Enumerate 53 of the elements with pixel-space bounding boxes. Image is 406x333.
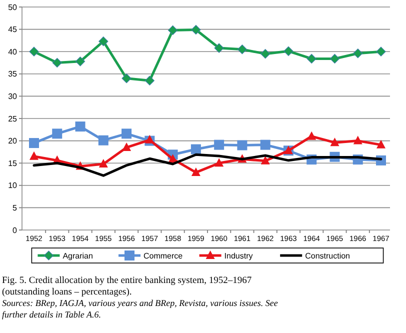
- point: [237, 44, 247, 54]
- point: [122, 128, 132, 139]
- point: [260, 156, 270, 164]
- point: [29, 138, 39, 148]
- y-tick-label: 30: [8, 92, 18, 101]
- point: [98, 135, 108, 146]
- y-tick-label: 50: [8, 2, 18, 12]
- y-tick-label: 15: [8, 158, 18, 168]
- point: [284, 46, 294, 56]
- point: [145, 134, 154, 144]
- text: Fig. 5. Credit allocation by the entire banking system, 1952–1967 (outstanding loans – percentages).: [2, 276, 252, 298]
- point: [29, 46, 39, 56]
- y-tick-label: 35: [8, 70, 18, 79]
- point: [330, 54, 340, 64]
- point: [376, 140, 386, 148]
- y-tick-label: 45: [8, 25, 18, 34]
- point: [98, 158, 108, 168]
- point: [122, 74, 132, 84]
- point: [190, 144, 201, 154]
- point: [214, 140, 224, 150]
- point: [52, 128, 62, 139]
- point: [306, 54, 316, 64]
- y-tick-label: 25: [8, 114, 18, 124]
- point: [260, 140, 270, 150]
- y-tick-label: 10: [8, 181, 18, 190]
- point: [144, 76, 154, 86]
- point: [191, 24, 201, 35]
- point: [214, 158, 224, 167]
- point: [330, 138, 340, 146]
- legend-label: Commerce: [144, 251, 184, 260]
- point: [307, 131, 316, 140]
- point: [260, 49, 270, 59]
- point: [122, 142, 132, 151]
- legend-label: Construction: [305, 251, 350, 260]
- point: [353, 136, 362, 144]
- y-tick-label: 0: [12, 226, 18, 235]
- legend-label: Industry: [224, 251, 253, 260]
- y-tick-label: 20: [8, 136, 18, 146]
- legend-label: Agrarian: [62, 251, 93, 260]
- y-tick-label: 5: [12, 204, 18, 212]
- point: [52, 58, 62, 68]
- source-note: Sources: BRep, IAGJA, various years and BRep, Revista, various issues. See further details in Table A.6.: [2, 298, 278, 320]
- point: [214, 43, 224, 53]
- point: [30, 151, 38, 160]
- point: [168, 25, 178, 35]
- point: [98, 36, 108, 46]
- point: [75, 56, 86, 66]
- point: [75, 122, 86, 132]
- y-tick-label: 40: [8, 47, 18, 56]
- point: [376, 46, 386, 56]
- point: [237, 140, 248, 150]
- point: [191, 167, 200, 176]
- point: [353, 48, 363, 58]
